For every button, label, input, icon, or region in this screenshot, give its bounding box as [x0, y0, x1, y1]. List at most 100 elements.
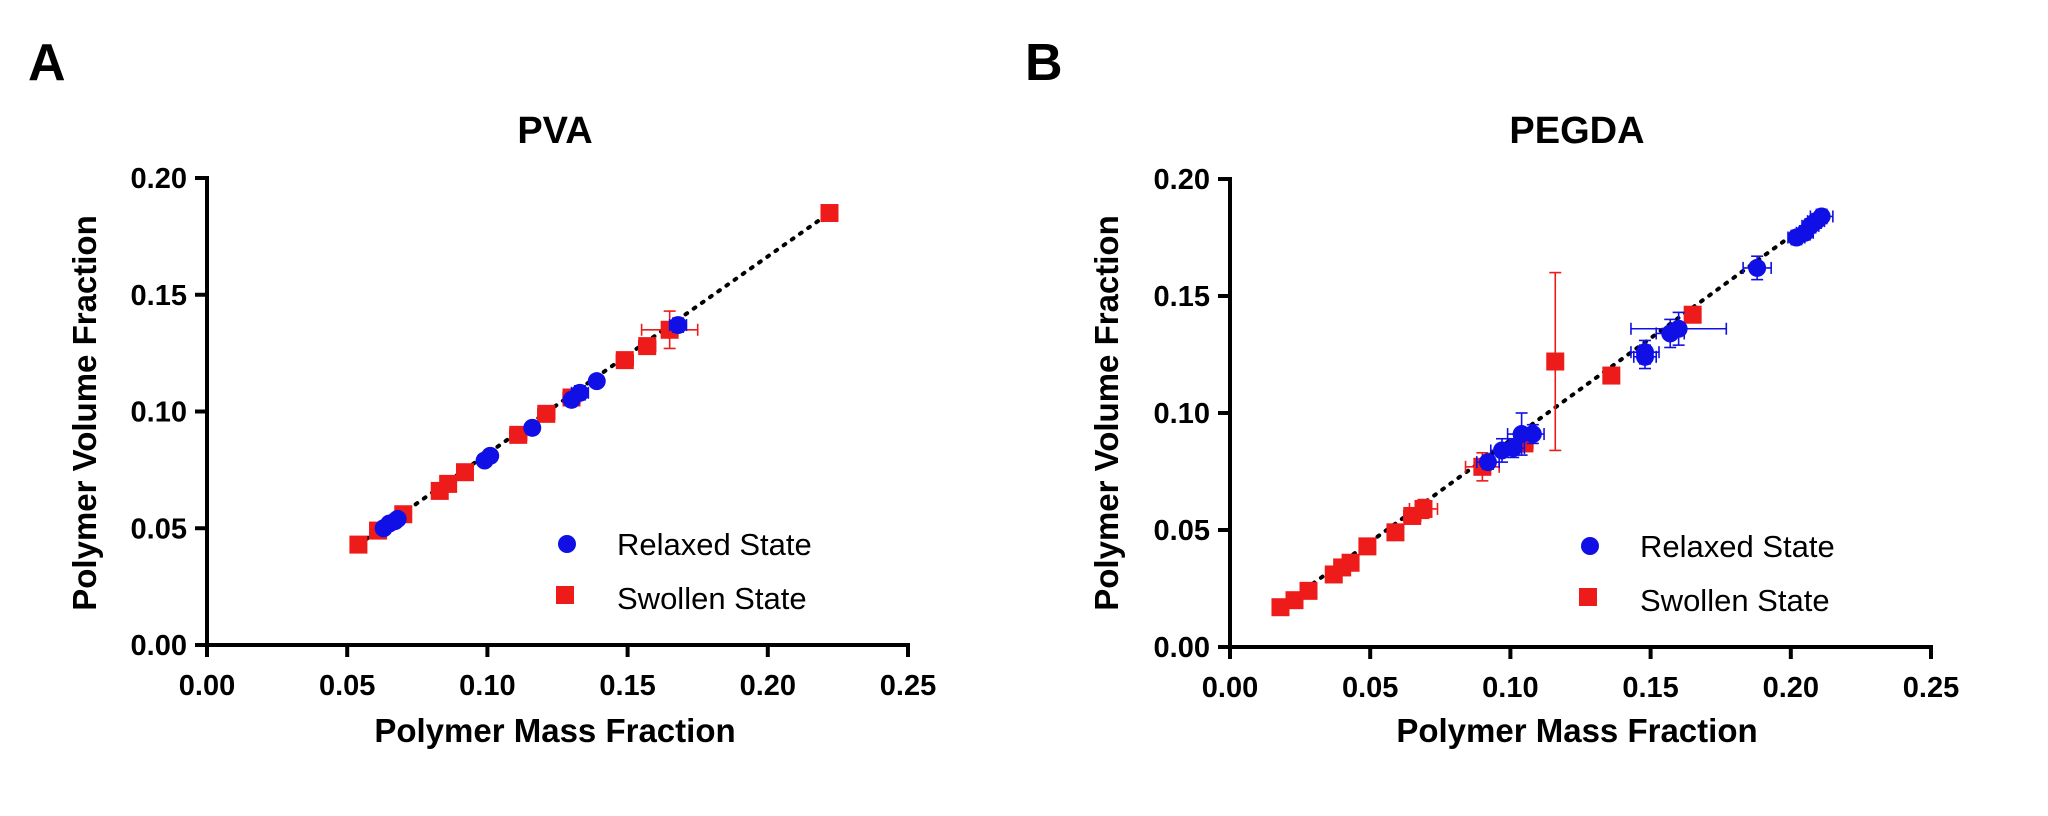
- y-tick-label: 0.00: [131, 630, 187, 662]
- data-point-circle: [1504, 439, 1523, 458]
- swollen-point: [820, 204, 839, 223]
- relaxed-point: [1501, 437, 1526, 459]
- swollen-point: [1341, 553, 1360, 572]
- data-point-square: [615, 351, 634, 370]
- chart-title: PEGDA: [1509, 110, 1644, 152]
- data-point-square: [1271, 598, 1290, 617]
- swollen-point: [1299, 581, 1318, 600]
- data-point-circle: [1812, 207, 1831, 226]
- x-tick-label: 0.20: [740, 670, 796, 702]
- data-point-square: [537, 404, 556, 423]
- y-tick-label: 0.00: [1154, 632, 1210, 664]
- x-tick-label: 0.10: [1482, 672, 1538, 704]
- swollen-point: [509, 425, 528, 444]
- legend-marker-relaxed: [558, 535, 576, 553]
- panel-b: B PEGDA Polymer Mass Fraction Polymer Vo…: [1025, 34, 1959, 749]
- swollen-point: [1546, 271, 1565, 452]
- y-tick-label: 0.10: [1154, 398, 1210, 430]
- axes: 0.00 0.05 0.10 0.15 0.20 0.25 0.00 0.05 0.10 0.15…: [1154, 164, 1960, 704]
- swollen-point: [638, 337, 657, 356]
- legend-marker-swollen: [1579, 588, 1597, 606]
- relaxed-point: [1809, 207, 1834, 226]
- data-point-square: [1341, 553, 1360, 572]
- swollen-point: [455, 463, 474, 482]
- y-axis-label: Polymer Volume Fraction: [66, 215, 103, 610]
- y-tick-label: 0.15: [131, 280, 187, 312]
- x-tick-label: 0.15: [599, 670, 655, 702]
- y-tick-label: 0.05: [131, 513, 187, 545]
- legend-marker-relaxed: [1581, 537, 1599, 555]
- y-tick-label: 0.05: [1154, 515, 1210, 547]
- relaxed-point: [1630, 311, 1728, 346]
- data-point-square: [509, 425, 528, 444]
- data-point-circle: [587, 372, 606, 391]
- relaxed-point: [1520, 423, 1545, 445]
- swollen-point: [537, 404, 556, 423]
- data-point-square: [1358, 537, 1377, 556]
- swollen-point: [1271, 598, 1290, 617]
- data-point-circle: [1523, 425, 1542, 444]
- data-point-square: [455, 463, 474, 482]
- data-point-square: [1546, 352, 1565, 371]
- relaxed-point: [1630, 339, 1660, 365]
- legend-marker-swollen: [556, 586, 574, 604]
- legend: Relaxed State Swollen State: [556, 527, 812, 616]
- swollen-point: [1683, 305, 1702, 324]
- panel-letter: A: [28, 34, 66, 92]
- y-axis-label: Polymer Volume Fraction: [1088, 215, 1125, 610]
- x-tick-label: 0.20: [1763, 672, 1819, 704]
- data-point-circle: [1635, 343, 1654, 362]
- legend-label-relaxed: Relaxed State: [617, 527, 812, 562]
- swollen-point: [1358, 537, 1377, 556]
- swollen-point: [1408, 498, 1439, 520]
- data-point-circle: [1669, 319, 1688, 338]
- axes: 0.00 0.05 0.10 0.15 0.20 0.25 0.00 0.05 0.10 0.15…: [131, 163, 937, 702]
- data-point-square: [1285, 591, 1304, 610]
- x-tick-label: 0.10: [459, 670, 515, 702]
- relaxed-point: [388, 509, 407, 528]
- x-tick-label: 0.25: [1903, 672, 1959, 704]
- x-tick-label: 0.05: [319, 670, 375, 702]
- data-point-square: [638, 337, 657, 356]
- legend-label-swollen: Swollen State: [1640, 583, 1830, 618]
- swollen-point: [349, 535, 368, 554]
- swollen-point: [615, 351, 635, 370]
- y-tick-label: 0.10: [131, 397, 187, 429]
- y-tick-label: 0.20: [1154, 164, 1210, 196]
- chart-title: PVA: [517, 110, 592, 152]
- relaxed-point: [587, 372, 606, 391]
- legend: Relaxed State Swollen State: [1579, 529, 1835, 618]
- x-axis-label: Polymer Mass Fraction: [374, 712, 735, 749]
- x-tick-label: 0.25: [880, 670, 936, 702]
- x-tick-label: 0.15: [1622, 672, 1678, 704]
- panel-letter: B: [1025, 34, 1063, 92]
- x-axis-label: Polymer Mass Fraction: [1396, 712, 1757, 749]
- relaxed-point: [523, 418, 542, 437]
- data-point-circle: [570, 383, 589, 402]
- data-layer: [1271, 207, 1834, 617]
- swollen-point: [1602, 366, 1621, 385]
- legend-label-relaxed: Relaxed State: [1640, 529, 1835, 564]
- x-tick-label: 0.05: [1342, 672, 1398, 704]
- legend-label-swollen: Swollen State: [617, 581, 807, 616]
- y-tick-label: 0.20: [131, 163, 187, 195]
- swollen-point: [1285, 591, 1304, 610]
- relaxed-point: [1742, 255, 1772, 281]
- data-point-circle: [388, 509, 407, 528]
- data-point-circle: [481, 446, 500, 465]
- x-tick-label: 0.00: [179, 670, 235, 702]
- x-tick-label: 0.00: [1202, 672, 1258, 704]
- data-point-square: [1386, 523, 1405, 542]
- y-tick-label: 0.15: [1154, 281, 1210, 313]
- data-point-circle: [1748, 258, 1767, 277]
- swollen-point: [439, 474, 458, 493]
- swollen-point: [1386, 523, 1405, 542]
- data-point-square: [820, 204, 839, 223]
- relaxed-point: [481, 446, 500, 465]
- relaxed-point: [668, 316, 688, 335]
- data-point-circle: [523, 418, 542, 437]
- panel-a: A PVA Polymer Mass Fraction Polymer Volu…: [28, 34, 936, 749]
- data-point-square: [1299, 581, 1318, 600]
